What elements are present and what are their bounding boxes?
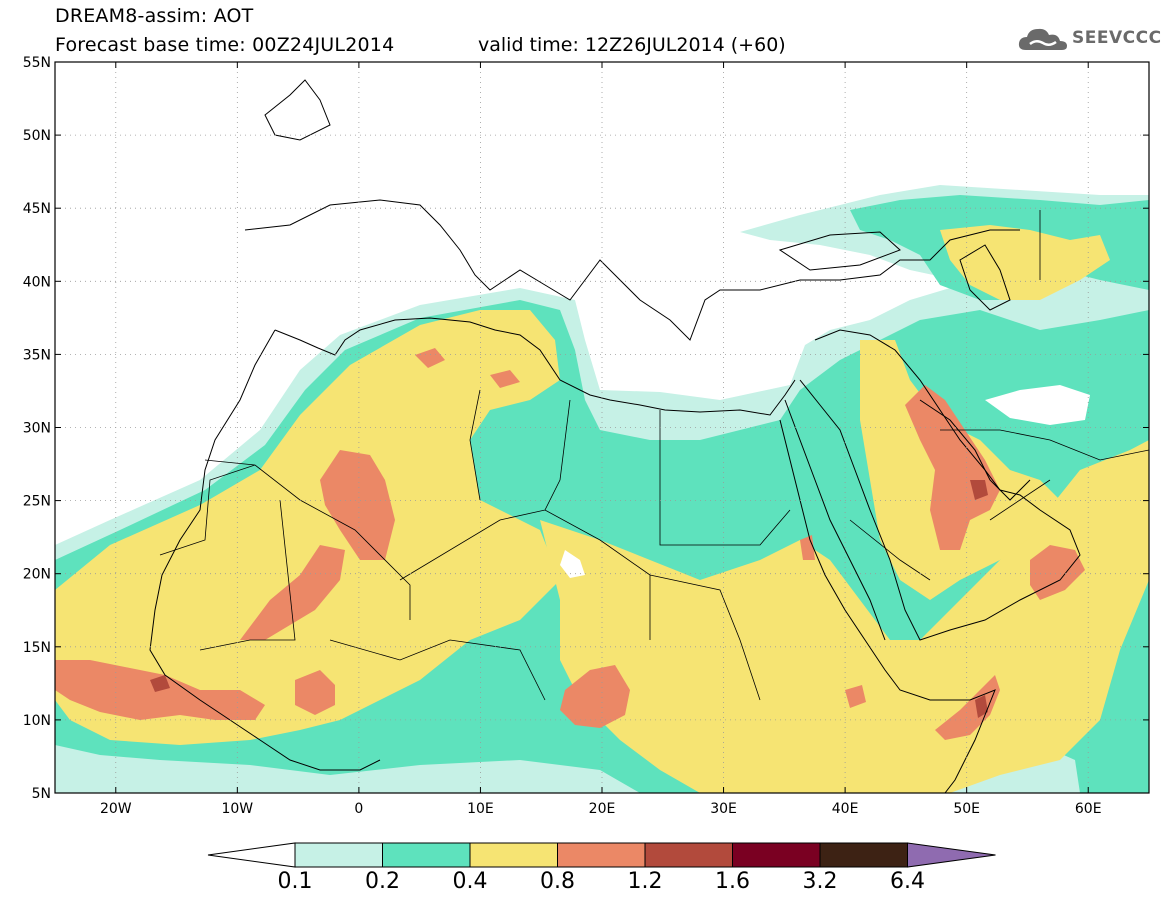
- latitude-axis: 55N 50N 45N 40N 35N 30N 25N 20N 15N 10N 5N: [23, 55, 1149, 802]
- lat-tick-label: 5N: [32, 786, 51, 802]
- colorbar-box: [557, 842, 646, 868]
- aot-contour-0-8-mauritania: [320, 450, 395, 560]
- coastline-east-africa: [779, 419, 996, 793]
- aot-contour-0-8-iraq: [905, 385, 1000, 550]
- aot-contour-0-4-central: [540, 440, 1149, 793]
- coastline-europe: [244, 199, 1020, 341]
- aot-contour-0-8-sahara: [240, 545, 345, 640]
- coastline-gulf: [919, 399, 1031, 501]
- lat-tick-label: 35N: [23, 347, 51, 363]
- lon-tick-label: 50E: [953, 801, 980, 817]
- forecast-base-time: Forecast base time: 00Z24JUL2014: [55, 34, 395, 56]
- colorbar-box: [469, 842, 558, 868]
- colorbar-labels: 0.1 0.2 0.4 0.8 1.2 1.6 3.2 6.4: [278, 869, 926, 894]
- colorbar-box: [732, 842, 821, 868]
- lon-tick-label: 40E: [832, 801, 859, 817]
- lon-tick-label: 20W: [100, 801, 132, 817]
- colorbar: [207, 842, 996, 868]
- lon-tick-label: 20E: [589, 801, 616, 817]
- aot-contour-0-8-niger: [295, 670, 335, 715]
- colorbar-level-label: 1.6: [715, 869, 750, 894]
- coastline-west-africa: [149, 317, 796, 771]
- aot-clear-patch-libya: [560, 550, 585, 578]
- lat-tick-label: 30N: [23, 421, 51, 437]
- border-lines: [159, 210, 1149, 701]
- aot-contour-0-4-caspian: [940, 225, 1110, 300]
- colorbar-box: [819, 842, 908, 868]
- aot-contour-0-8-oman: [1030, 545, 1085, 600]
- colorbar-over-triangle: [907, 842, 996, 868]
- colorbar-box: [382, 842, 471, 868]
- colorbar-level-label: 0.1: [278, 869, 313, 894]
- lat-tick-label: 15N: [23, 640, 51, 656]
- aot-contour-0-8-tunisia: [415, 348, 520, 388]
- colorbar-level-label: 3.2: [803, 869, 838, 894]
- coastline-uk: [264, 79, 331, 141]
- lon-tick-label: 10E: [467, 801, 494, 817]
- coastline-black-sea: [778, 231, 901, 271]
- aot-clear-patch-iran: [985, 385, 1090, 425]
- aot-field: [55, 185, 1149, 793]
- colorbar-under-triangle: [207, 842, 296, 868]
- lat-tick-label: 20N: [23, 567, 51, 583]
- cloud-logo-icon: [1018, 28, 1067, 50]
- colorbar-box: [294, 842, 383, 868]
- lon-tick-label: 0: [354, 801, 363, 817]
- graticule: [55, 61, 1149, 794]
- coastline-red-sea: [784, 399, 886, 641]
- lon-tick-label: 10W: [221, 801, 253, 817]
- lon-tick-label: 60E: [1075, 801, 1102, 817]
- coastlines: [149, 79, 1081, 793]
- coastline-caspian: [959, 244, 1011, 311]
- country-borders: [159, 210, 1149, 701]
- colorbar-level-label: 0.2: [365, 869, 400, 894]
- lon-tick-label: 30E: [710, 801, 737, 817]
- lat-tick-label: 40N: [23, 274, 51, 290]
- colorbar-level-label: 6.4: [890, 869, 925, 894]
- logo-text: SEEVCCC: [1072, 28, 1162, 48]
- seevccc-logo: SEEVCCC: [1016, 22, 1161, 56]
- lat-tick-label: 55N: [23, 55, 51, 71]
- aot-contour-0-8-somalia: [935, 675, 1000, 740]
- colorbar-box: [644, 842, 733, 868]
- colorbar-level-label: 0.8: [540, 869, 575, 894]
- aot-contour-0-8-chad: [560, 665, 630, 728]
- lat-tick-label: 10N: [23, 713, 51, 729]
- aot-contour-0-8-sudan: [800, 535, 866, 708]
- coastline-arabia: [799, 329, 1081, 641]
- lat-tick-label: 50N: [23, 128, 51, 144]
- aot-contour-0-4-west: [55, 310, 560, 745]
- colorbar-level-label: 0.4: [453, 869, 488, 894]
- lat-tick-label: 45N: [23, 201, 51, 217]
- valid-time: valid time: 12Z26JUL2014 (+60): [478, 34, 786, 56]
- map-title: DREAM8-assim: AOT: [55, 5, 254, 27]
- colorbar-level-label: 1.2: [628, 869, 663, 894]
- lat-tick-label: 25N: [23, 494, 51, 510]
- longitude-axis: 20W 10W 0 10E 20E 30E 40E 50E 60E: [100, 62, 1102, 817]
